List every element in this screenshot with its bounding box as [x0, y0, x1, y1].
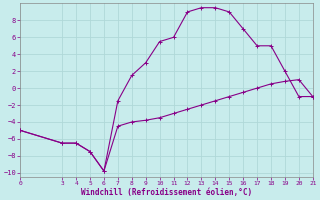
X-axis label: Windchill (Refroidissement éolien,°C): Windchill (Refroidissement éolien,°C): [81, 188, 252, 197]
